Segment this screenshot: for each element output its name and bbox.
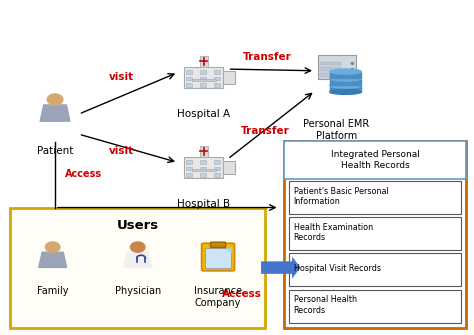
Circle shape xyxy=(351,74,354,76)
Text: Personal EMR
Platform: Personal EMR Platform xyxy=(303,119,369,141)
Bar xyxy=(289,181,462,214)
Bar xyxy=(320,67,341,71)
Bar xyxy=(186,160,192,164)
Bar xyxy=(186,70,192,74)
Text: Hospital Visit Records: Hospital Visit Records xyxy=(294,264,381,273)
Bar xyxy=(200,56,208,67)
Bar xyxy=(192,79,216,81)
Polygon shape xyxy=(49,252,56,253)
Text: Physician: Physician xyxy=(115,286,161,296)
Bar xyxy=(289,217,462,250)
FancyBboxPatch shape xyxy=(318,55,356,79)
Bar xyxy=(214,173,220,177)
Bar xyxy=(200,77,206,80)
Bar xyxy=(192,169,216,171)
Text: Insurance
Company: Insurance Company xyxy=(194,286,242,308)
Bar xyxy=(200,83,206,86)
Circle shape xyxy=(130,242,145,252)
Circle shape xyxy=(351,63,354,64)
Text: Patient's Basic Personal
Information: Patient's Basic Personal Information xyxy=(294,187,389,206)
Text: visit: visit xyxy=(109,72,134,82)
Polygon shape xyxy=(124,252,152,267)
Bar xyxy=(186,77,192,80)
Bar xyxy=(186,173,192,177)
Bar xyxy=(214,167,220,170)
Bar xyxy=(200,173,206,177)
Bar xyxy=(214,160,220,164)
FancyBboxPatch shape xyxy=(201,243,235,271)
Ellipse shape xyxy=(330,69,361,74)
Circle shape xyxy=(351,69,354,70)
Bar xyxy=(186,167,192,170)
FancyBboxPatch shape xyxy=(205,249,231,268)
Circle shape xyxy=(46,242,60,252)
Ellipse shape xyxy=(330,89,361,94)
Text: Access: Access xyxy=(64,169,101,179)
Polygon shape xyxy=(330,78,361,85)
Text: Health Examination
Records: Health Examination Records xyxy=(294,223,373,242)
Bar xyxy=(200,70,206,74)
Bar xyxy=(214,83,220,86)
Text: Hospital B: Hospital B xyxy=(177,199,230,209)
Text: Access: Access xyxy=(222,289,262,299)
Bar xyxy=(289,290,462,323)
FancyBboxPatch shape xyxy=(210,242,226,248)
Text: Users: Users xyxy=(117,219,159,232)
Bar xyxy=(284,141,466,328)
Bar xyxy=(223,161,235,174)
Bar xyxy=(184,67,223,88)
Ellipse shape xyxy=(330,83,361,88)
Polygon shape xyxy=(52,105,59,106)
Bar xyxy=(214,70,220,74)
Bar xyxy=(186,83,192,86)
Text: Transfer: Transfer xyxy=(243,52,292,62)
Bar xyxy=(10,208,265,328)
Text: Hospital A: Hospital A xyxy=(177,109,230,119)
Bar xyxy=(320,62,341,65)
Ellipse shape xyxy=(330,76,361,81)
Bar xyxy=(284,141,466,179)
Circle shape xyxy=(47,94,63,105)
Polygon shape xyxy=(226,249,231,252)
Bar xyxy=(289,253,462,286)
Polygon shape xyxy=(40,105,70,121)
Bar xyxy=(200,160,206,164)
Polygon shape xyxy=(330,85,361,92)
Text: visit: visit xyxy=(109,146,134,156)
Polygon shape xyxy=(39,252,66,267)
Text: Integrated Personal
Health Records: Integrated Personal Health Records xyxy=(331,150,419,170)
Bar xyxy=(200,146,208,157)
Text: Patient: Patient xyxy=(37,146,73,156)
Bar xyxy=(320,73,341,77)
Polygon shape xyxy=(330,72,361,78)
Text: Family: Family xyxy=(37,286,68,296)
Text: Transfer: Transfer xyxy=(241,126,290,136)
Bar xyxy=(223,71,235,84)
Bar xyxy=(200,167,206,170)
Text: Personal Health
Records: Personal Health Records xyxy=(294,295,357,315)
Bar xyxy=(214,77,220,80)
Bar xyxy=(184,157,223,178)
